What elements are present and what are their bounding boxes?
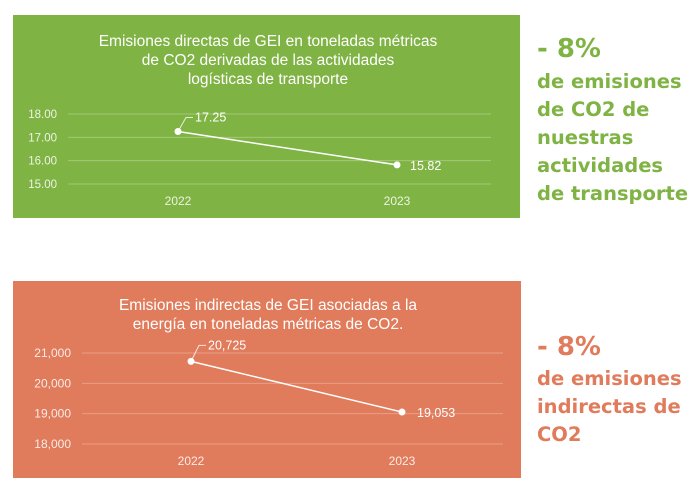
x-tick-label: 2022 [178, 454, 205, 468]
reduction-description: de emisiones indirectas de CO2 [537, 367, 682, 446]
data-label: 15.82 [410, 159, 441, 173]
label-leader [177, 117, 193, 132]
x-tick-label: 2023 [389, 454, 416, 468]
y-tick-label: 18.00 [28, 109, 57, 121]
y-tick-label: 21,000 [34, 346, 71, 360]
y-tick-label: 15.00 [28, 179, 57, 191]
x-tick-label: 2023 [384, 194, 411, 208]
reduction-percent: - 8% [537, 332, 601, 362]
transport-reduction-callout: - 8% de emisiones de CO2 de nuestras act… [537, 34, 688, 208]
chart-title: Emisiones directas de GEI en toneladas m… [98, 33, 438, 88]
label-leader [190, 344, 206, 362]
data-point [187, 357, 195, 365]
reduction-description: de emisiones de CO2 de nuestras activida… [537, 70, 689, 205]
data-label: 17.25 [195, 111, 226, 125]
indirect-emissions-chart: 18,000 19,000 20,000 21,000 2022 2023 20,725 19… [34, 338, 503, 468]
series-line [190, 360, 403, 413]
y-tick-label: 18,000 [34, 437, 71, 451]
y-tick-label: 20,000 [34, 376, 71, 390]
indirect-reduction-callout: - 8% de emisiones indirectas de CO2 [537, 332, 682, 449]
y-tick-label: 19,000 [34, 407, 71, 421]
x-tick-label: 2022 [165, 194, 192, 208]
y-tick-label: 17.00 [28, 132, 57, 144]
direct-emissions-chart-panel: Emisiones directas de GEI en toneladas m… [13, 15, 520, 218]
direct-emissions-chart: 15.00 16.00 17.00 18.00 2022 2023 17.25 15.82 [28, 109, 491, 208]
data-point [393, 161, 401, 169]
data-label: 19,053 [417, 406, 455, 420]
indirect-emissions-chart-panel: Emisiones indirectas de GEI asociadas a … [13, 281, 521, 478]
data-point [398, 408, 406, 416]
reduction-percent: - 8% [537, 34, 601, 64]
y-tick-label: 16.00 [28, 156, 57, 168]
chart-title: Emisiones indirectas de GEI asociadas a … [118, 297, 418, 333]
series-line [177, 130, 398, 166]
data-label: 20,725 [208, 338, 246, 352]
